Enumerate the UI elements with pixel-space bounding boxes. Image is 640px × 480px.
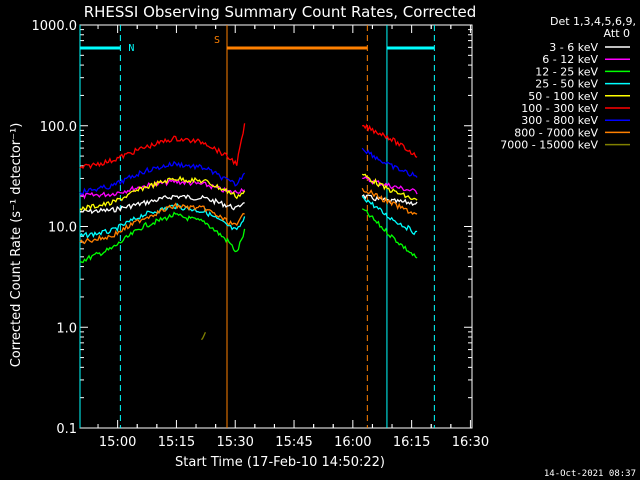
series-line — [79, 208, 418, 264]
annotation-label: N — [128, 43, 134, 54]
x-tick-label: 15:15 — [158, 435, 195, 450]
series-line — [79, 173, 418, 211]
y-tick-label: 1000.0 — [32, 19, 78, 34]
legend-label: 7000 - 15000 keV — [500, 139, 598, 152]
footer-timestamp: 14-Oct-2021 08:37 — [544, 469, 636, 479]
legend-label: 50 - 100 keV — [528, 90, 598, 103]
legend-header: Att 0 — [604, 27, 630, 40]
legend-header: Det 1,3,4,5,6,9, — [550, 15, 636, 28]
series-line — [79, 195, 418, 239]
y-tick-label: 1.0 — [56, 321, 77, 336]
x-tick-label: 15:00 — [99, 435, 136, 450]
series-line — [79, 123, 418, 170]
legend-label: 300 - 800 keV — [521, 114, 598, 127]
y-tick-label: 0.1 — [56, 422, 77, 437]
x-tick-label: 16:00 — [334, 435, 371, 450]
chart-title: RHESSI Observing Summary Count Rates, Co… — [84, 3, 477, 21]
x-tick-label: 16:30 — [452, 435, 489, 450]
series-line — [200, 331, 206, 341]
x-tick-label: 16:15 — [393, 435, 430, 450]
x-tick-label: 15:30 — [216, 435, 253, 450]
series-line — [79, 147, 418, 195]
y-tick-label: 10.0 — [48, 221, 77, 236]
x-axis-label: Start Time (17-Feb-10 14:50:22) — [175, 455, 385, 470]
legend-label: 12 - 25 keV — [535, 65, 598, 78]
legend-label: 3 - 6 keV — [549, 41, 598, 54]
x-tick-label: 15:45 — [275, 435, 312, 450]
y-axis-label: Corrected Count Rate (s⁻¹ detector⁻¹) — [9, 123, 24, 368]
legend-label: 100 - 300 keV — [521, 102, 598, 115]
legend-label: 25 - 50 keV — [535, 78, 598, 91]
plot-area: 0.1 1.0 10.0 100.0 1000.0 15:00 15:15 15:30 15:4… — [32, 19, 490, 450]
annotation-label: S — [214, 35, 220, 46]
legend-label: 6 - 12 keV — [542, 53, 598, 66]
y-tick-label: 100.0 — [40, 120, 77, 135]
legend-label: 800 - 7000 keV — [514, 126, 598, 139]
series-line — [79, 187, 418, 245]
